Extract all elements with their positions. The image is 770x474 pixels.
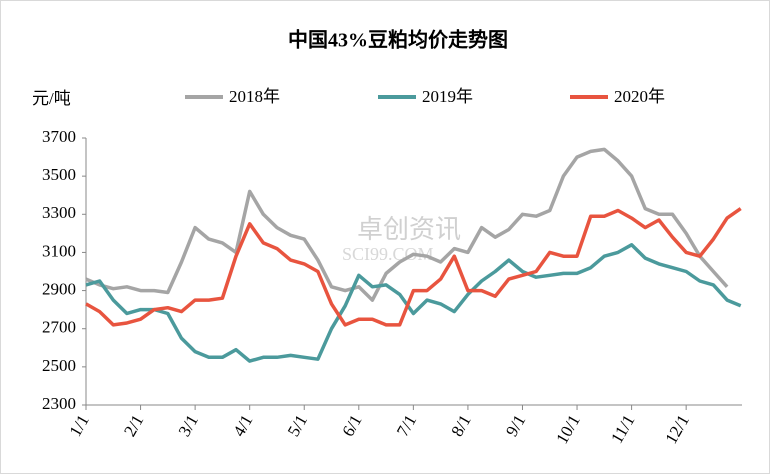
- y-axis-label: 元/吨: [32, 89, 71, 108]
- y-tick-label: 3100: [42, 241, 76, 260]
- y-tick-label: 2900: [42, 279, 76, 298]
- watermark: 卓创资讯: [357, 215, 461, 244]
- series-line: [85, 243, 742, 363]
- y-tick-label: 3300: [42, 203, 76, 222]
- legend-label: 2018年: [229, 87, 280, 106]
- y-tick-label: 3500: [42, 165, 76, 184]
- series-line: [85, 147, 729, 302]
- y-tick-label: 3700: [42, 127, 76, 146]
- chart-title: 中国43%豆粕均价走势图: [288, 28, 508, 52]
- series-line: [85, 207, 742, 327]
- y-tick-label: 2300: [42, 394, 76, 413]
- legend-label: 2019年: [422, 87, 473, 106]
- legend-label: 2020年: [614, 87, 665, 106]
- watermark: SCI99.COM: [342, 244, 434, 264]
- y-tick-label: 2700: [42, 318, 76, 337]
- y-tick-label: 2500: [42, 356, 76, 375]
